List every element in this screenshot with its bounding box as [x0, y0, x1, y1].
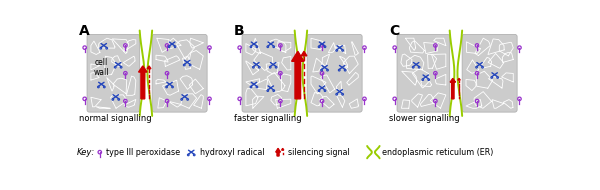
Text: Key:: Key:	[77, 148, 95, 157]
Polygon shape	[276, 148, 280, 156]
Polygon shape	[281, 148, 284, 150]
Polygon shape	[292, 51, 304, 99]
Polygon shape	[301, 51, 307, 56]
Text: slower signalling: slower signalling	[389, 114, 460, 124]
Text: A: A	[79, 24, 89, 38]
FancyBboxPatch shape	[462, 34, 517, 112]
Text: type III peroxidase: type III peroxidase	[106, 148, 180, 157]
Polygon shape	[139, 66, 147, 99]
FancyBboxPatch shape	[242, 34, 295, 112]
Polygon shape	[450, 78, 455, 99]
Polygon shape	[458, 78, 460, 80]
FancyBboxPatch shape	[307, 34, 362, 112]
Text: B: B	[234, 24, 245, 38]
FancyBboxPatch shape	[152, 34, 207, 112]
Text: C: C	[389, 24, 399, 38]
Text: endoplasmic reticulum (ER): endoplasmic reticulum (ER)	[382, 148, 493, 157]
FancyBboxPatch shape	[87, 34, 140, 112]
Text: silencing signal: silencing signal	[288, 148, 350, 157]
FancyBboxPatch shape	[397, 34, 450, 112]
Text: faster signalling: faster signalling	[234, 114, 302, 124]
Text: hydroxyl radical: hydroxyl radical	[200, 148, 265, 157]
Text: cell
wall: cell wall	[94, 58, 109, 77]
Polygon shape	[147, 66, 151, 69]
Text: normal signalling: normal signalling	[79, 114, 151, 124]
